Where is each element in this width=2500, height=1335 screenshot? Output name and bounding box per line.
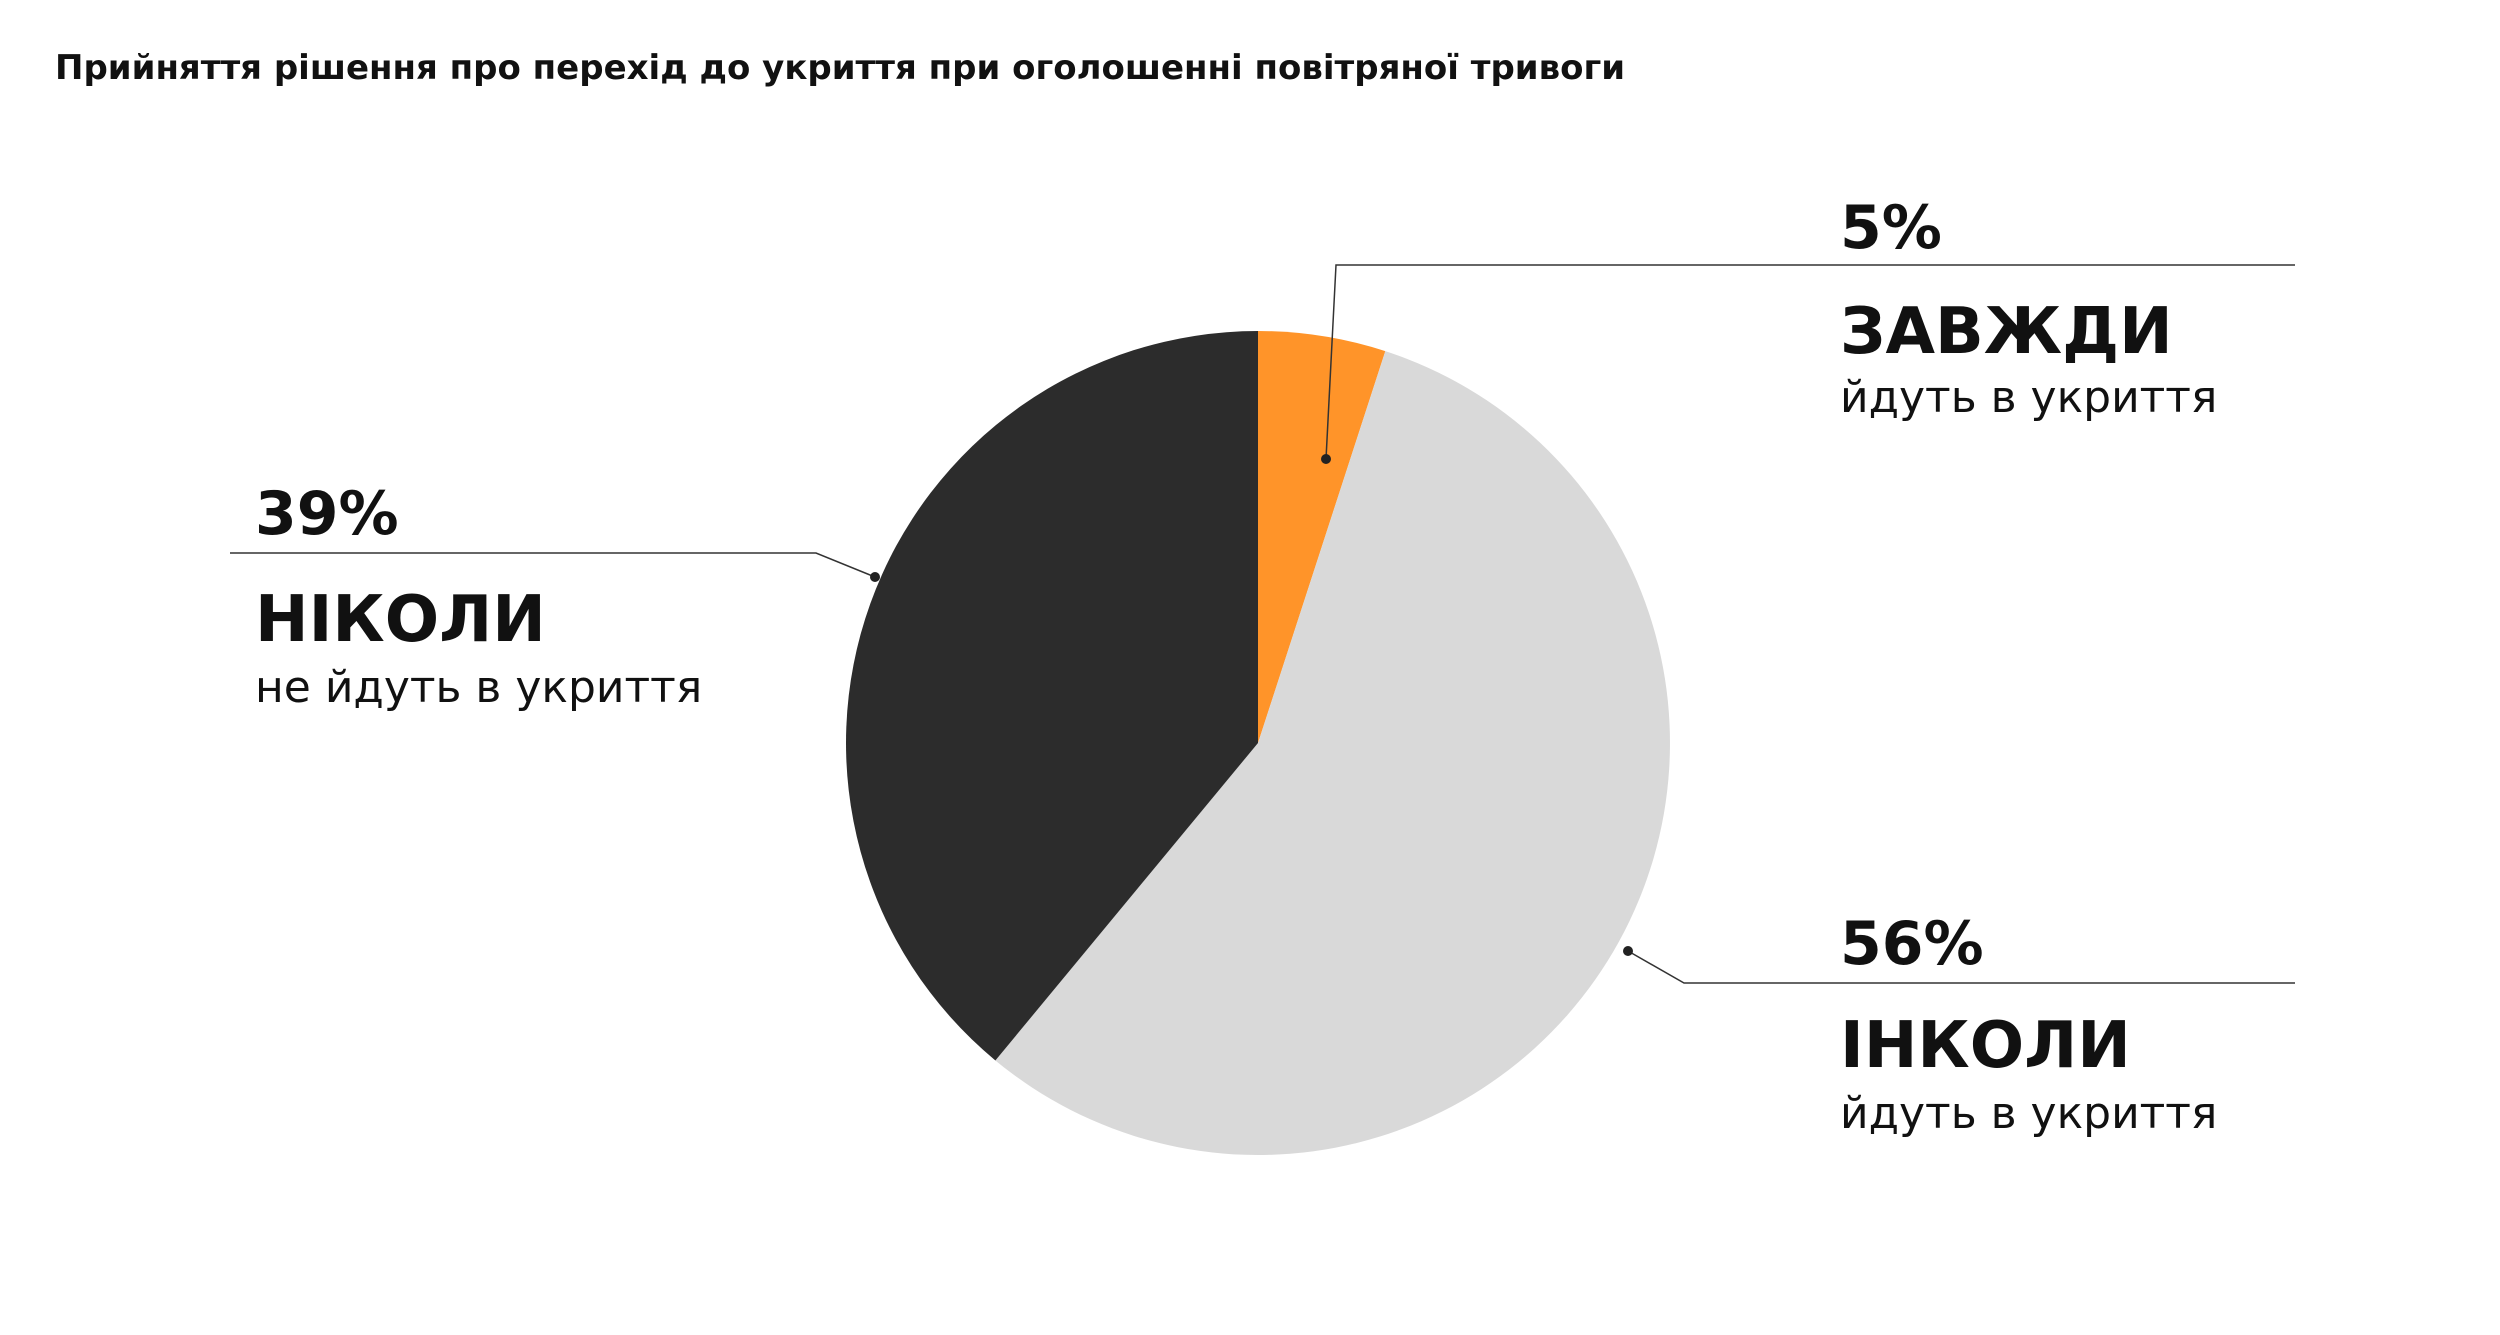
leader-line-sometimes-dot (1623, 946, 1633, 956)
leader-line-sometimes (1627, 950, 2295, 984)
leader-line-always (1325, 264, 2295, 460)
slice-label-never-category: НІКОЛИ (255, 583, 546, 657)
slice-label-always-description: йдуть в укриття (1840, 372, 2218, 423)
slice-label-always-percent: 5% (1840, 193, 1942, 263)
leader-line-never-dot (870, 572, 880, 582)
slice-label-always-category: ЗАВЖДИ (1840, 295, 2173, 369)
pie-slices (846, 330, 1670, 1155)
chart-title: Прийняття рішення про перехід до укриття… (55, 48, 1626, 88)
slice-label-sometimes-category: ІНКОЛИ (1840, 1009, 2131, 1083)
leader-line-always-dot (1321, 454, 1331, 464)
slice-label-sometimes-description: йдуть в укриття (1840, 1088, 2218, 1139)
callout-always: 5% ЗАВЖДИ йдуть в укриття (1840, 198, 2217, 420)
slice-label-never-percent: 39% (255, 479, 399, 549)
pie-slice-never (846, 331, 1258, 1061)
pie-slice-sometimes (995, 351, 1670, 1155)
callout-sometimes: 56% ІНКОЛИ йдуть в укриття (1840, 914, 2217, 1136)
callout-never: 39% НІКОЛИ не йдуть в укриття (255, 484, 702, 710)
leader-lines (230, 264, 2295, 984)
pie-slice-always (1258, 330, 1386, 743)
slice-label-never-description: не йдуть в укриття (255, 662, 703, 713)
leader-line-never (230, 552, 876, 578)
slice-label-sometimes-percent: 56% (1840, 909, 1984, 979)
